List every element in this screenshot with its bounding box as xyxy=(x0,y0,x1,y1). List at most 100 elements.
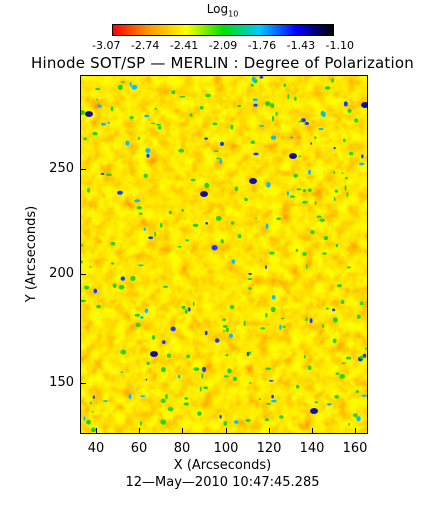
heatmap-spot xyxy=(302,200,308,204)
heatmap-spot xyxy=(146,153,150,158)
heatmap-spot xyxy=(223,375,229,378)
heatmap-spot xyxy=(265,223,269,229)
heatmap-spot xyxy=(229,304,235,310)
y-tick-label: 150 xyxy=(49,375,74,390)
heatmap-spot xyxy=(140,395,146,397)
x-tick-mark xyxy=(269,428,270,434)
heatmap-spot xyxy=(307,188,312,192)
x-tick-mark xyxy=(312,428,313,434)
heatmap-spot xyxy=(212,122,218,126)
heatmap-spot xyxy=(140,316,144,319)
y-tick-label: 200 xyxy=(49,266,74,281)
heatmap-spot xyxy=(331,78,334,83)
heatmap-spot xyxy=(295,384,300,389)
heatmap-spot xyxy=(125,140,130,146)
y-tick-mark xyxy=(80,169,86,170)
heatmap-spot xyxy=(260,327,266,330)
colorbar-tick: -1.76 xyxy=(247,39,277,52)
heatmap-spot xyxy=(253,152,259,156)
heatmap-spot xyxy=(307,365,312,371)
heatmap-spot xyxy=(131,84,138,90)
heatmap-spot xyxy=(230,221,235,225)
heatmap-spot xyxy=(333,197,336,202)
heatmap-spot xyxy=(265,367,271,370)
heatmap-spot xyxy=(178,374,181,379)
heatmap-spot xyxy=(295,248,299,253)
heatmap-spot xyxy=(96,98,99,101)
heatmap-spot xyxy=(322,324,325,328)
x-tick-label: 60 xyxy=(130,441,148,456)
heatmap-spot xyxy=(302,189,306,193)
heatmap-spot xyxy=(110,106,114,112)
heatmap-spot xyxy=(193,367,200,371)
heatmap-spot xyxy=(219,159,223,164)
heatmap-dark-spot xyxy=(200,191,208,197)
y-tick-mark xyxy=(80,274,86,275)
heatmap-spot xyxy=(348,422,350,426)
heatmap-spot xyxy=(359,355,365,359)
heatmap-spot xyxy=(266,402,271,405)
heatmap-spot xyxy=(324,86,331,90)
heatmap-spot xyxy=(100,122,106,126)
heatmap-spot xyxy=(96,304,101,309)
heatmap-spot xyxy=(234,186,239,192)
heatmap-spot xyxy=(161,366,166,373)
heatmap-spot xyxy=(352,413,358,417)
heatmap-spot xyxy=(117,190,123,195)
heatmap-spot xyxy=(184,397,189,400)
heatmap-spot xyxy=(215,216,222,221)
heatmap-spot xyxy=(107,121,110,124)
heatmap-spot xyxy=(283,83,287,88)
heatmap-spot xyxy=(357,314,361,319)
heatmap-spot xyxy=(332,338,337,344)
heatmap-spot xyxy=(266,182,271,188)
heatmap-spot xyxy=(270,306,276,313)
heatmap-spot xyxy=(342,138,346,143)
heatmap-spot xyxy=(270,135,277,140)
heatmap-spot xyxy=(271,295,276,300)
heatmap-spot xyxy=(316,215,322,218)
heatmap-spot xyxy=(355,416,361,419)
heatmap-spot xyxy=(335,243,339,248)
heatmap-spot xyxy=(346,192,349,198)
heatmap-spot xyxy=(148,236,154,240)
heatmap-spot xyxy=(83,137,87,141)
heatmap-spot xyxy=(255,217,257,220)
heatmap-spot xyxy=(245,418,251,422)
heatmap-spots xyxy=(81,76,367,433)
heatmap-spot xyxy=(186,354,191,359)
heatmap-spot xyxy=(287,93,290,99)
heatmap-spot xyxy=(189,113,193,117)
heatmap-spot xyxy=(270,103,275,109)
heatmap-spot xyxy=(310,230,315,235)
heatmap-spot xyxy=(185,239,190,242)
heatmap-spot xyxy=(110,262,115,265)
heatmap-spot xyxy=(247,278,253,280)
heatmap-spot xyxy=(181,208,184,212)
heatmap-spot xyxy=(143,173,148,178)
heatmap-spot xyxy=(154,231,157,237)
heatmap-spot xyxy=(337,284,342,288)
heatmap-spot xyxy=(271,115,275,122)
heatmap-spot xyxy=(340,299,345,304)
heatmap-spot xyxy=(130,275,136,281)
heatmap-spot xyxy=(214,338,220,343)
heatmap-spot xyxy=(219,141,225,146)
heatmap-plot[interactable] xyxy=(80,75,368,434)
colorbar xyxy=(112,24,334,36)
heatmap-spot xyxy=(282,325,286,328)
y-tick-mark xyxy=(80,383,86,384)
heatmap-spot xyxy=(268,380,274,382)
heatmap-spot xyxy=(232,376,237,381)
heatmap-spot xyxy=(139,421,143,426)
heatmap-spot xyxy=(293,173,298,178)
heatmap-spot xyxy=(335,372,340,375)
heatmap-spot xyxy=(258,398,261,401)
heatmap-spot xyxy=(323,236,329,241)
heatmap-spot xyxy=(129,116,134,120)
colorbar-ticks: -3.07 -2.74 -2.41 -2.09 -1.76 -1.43 -1.1… xyxy=(92,40,354,52)
heatmap-spot xyxy=(308,169,311,175)
heatmap-spot xyxy=(199,386,202,392)
heatmap-spot xyxy=(156,123,162,126)
x-tick-label: 140 xyxy=(299,441,325,456)
